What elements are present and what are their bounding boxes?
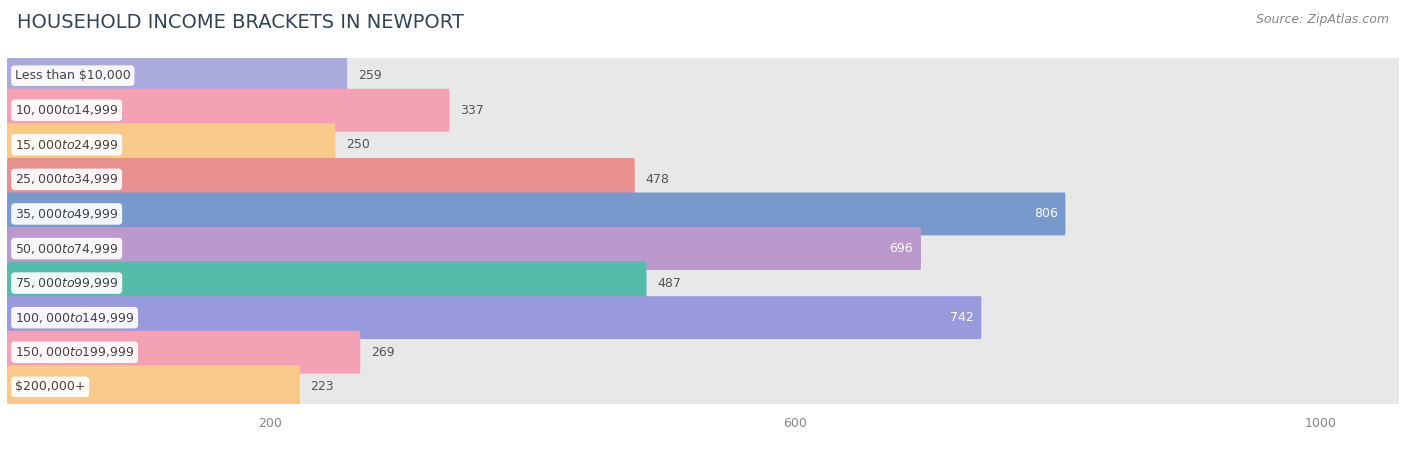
FancyBboxPatch shape (7, 54, 347, 97)
FancyBboxPatch shape (7, 365, 1399, 408)
FancyBboxPatch shape (7, 262, 647, 304)
Bar (7, 58, 1399, 93)
Bar (7, 231, 1399, 266)
Text: $75,000 to $99,999: $75,000 to $99,999 (15, 276, 118, 290)
FancyBboxPatch shape (7, 123, 1399, 166)
Text: $150,000 to $199,999: $150,000 to $199,999 (15, 345, 135, 359)
FancyBboxPatch shape (7, 123, 335, 166)
Text: 337: 337 (460, 104, 484, 117)
Bar (7, 197, 1399, 231)
Text: $35,000 to $49,999: $35,000 to $49,999 (15, 207, 118, 221)
FancyBboxPatch shape (7, 158, 1399, 201)
FancyBboxPatch shape (7, 89, 1399, 132)
Text: 269: 269 (371, 346, 395, 359)
Text: Less than $10,000: Less than $10,000 (15, 69, 131, 82)
Text: 696: 696 (890, 242, 912, 255)
Text: $10,000 to $14,999: $10,000 to $14,999 (15, 103, 118, 117)
FancyBboxPatch shape (7, 89, 450, 132)
Text: $100,000 to $149,999: $100,000 to $149,999 (15, 311, 135, 325)
Text: 806: 806 (1033, 207, 1057, 220)
Bar (7, 266, 1399, 300)
Text: $25,000 to $34,999: $25,000 to $34,999 (15, 172, 118, 186)
Text: $50,000 to $74,999: $50,000 to $74,999 (15, 242, 118, 255)
Text: 742: 742 (950, 311, 973, 324)
Bar (7, 370, 1399, 404)
FancyBboxPatch shape (7, 193, 1399, 235)
FancyBboxPatch shape (7, 54, 1399, 97)
Bar (7, 335, 1399, 370)
FancyBboxPatch shape (7, 296, 1399, 339)
Bar (7, 93, 1399, 128)
FancyBboxPatch shape (7, 365, 299, 408)
FancyBboxPatch shape (7, 158, 634, 201)
Text: 259: 259 (357, 69, 381, 82)
FancyBboxPatch shape (7, 227, 921, 270)
Bar (7, 128, 1399, 162)
Text: 223: 223 (311, 380, 335, 393)
FancyBboxPatch shape (7, 296, 981, 339)
Bar (7, 300, 1399, 335)
FancyBboxPatch shape (7, 193, 1066, 235)
Text: Source: ZipAtlas.com: Source: ZipAtlas.com (1256, 13, 1389, 26)
Text: $15,000 to $24,999: $15,000 to $24,999 (15, 138, 118, 152)
Text: 478: 478 (645, 173, 669, 186)
Text: $200,000+: $200,000+ (15, 380, 86, 393)
FancyBboxPatch shape (7, 331, 360, 374)
FancyBboxPatch shape (7, 227, 1399, 270)
Bar (7, 162, 1399, 197)
FancyBboxPatch shape (7, 331, 1399, 374)
FancyBboxPatch shape (7, 262, 1399, 304)
Text: 250: 250 (346, 138, 370, 151)
Text: 487: 487 (657, 277, 681, 290)
Text: HOUSEHOLD INCOME BRACKETS IN NEWPORT: HOUSEHOLD INCOME BRACKETS IN NEWPORT (17, 13, 464, 32)
